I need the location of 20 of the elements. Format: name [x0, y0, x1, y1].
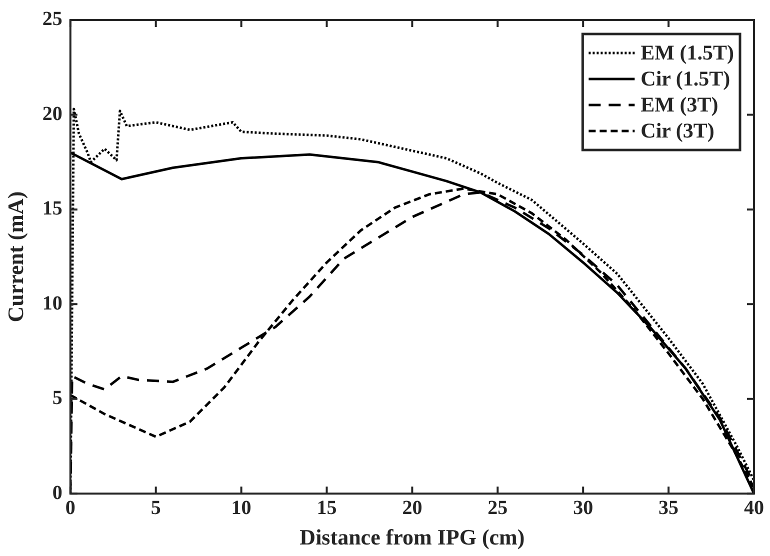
y-axis-title: Current (mA)	[2, 191, 28, 322]
y-tick-label: 15	[42, 198, 62, 220]
x-tick-label: 20	[402, 496, 422, 519]
y-tick-label: 0	[52, 482, 62, 504]
x-axis-title: Distance from IPG (cm)	[300, 524, 525, 550]
legend-label: Cir (3T)	[640, 118, 714, 142]
x-tick-label: 25	[488, 496, 508, 519]
x-tick-label: 35	[658, 496, 679, 519]
x-tick-label: 5	[150, 496, 161, 519]
x-tick-label: 10	[231, 496, 252, 519]
y-tick-label: 20	[42, 102, 62, 125]
x-tick-label: 15	[316, 496, 337, 519]
y-tick-label: 10	[42, 292, 62, 314]
legend-label: EM (3T)	[640, 92, 718, 116]
y-tick-label: 25	[42, 8, 62, 30]
legend-label: EM (1.5T)	[640, 40, 734, 64]
y-tick-label: 5	[52, 387, 62, 410]
legend-label: Cir (1.5T)	[640, 66, 730, 90]
x-tick-label: 30	[573, 496, 594, 519]
x-tick-label: 40	[744, 496, 764, 519]
